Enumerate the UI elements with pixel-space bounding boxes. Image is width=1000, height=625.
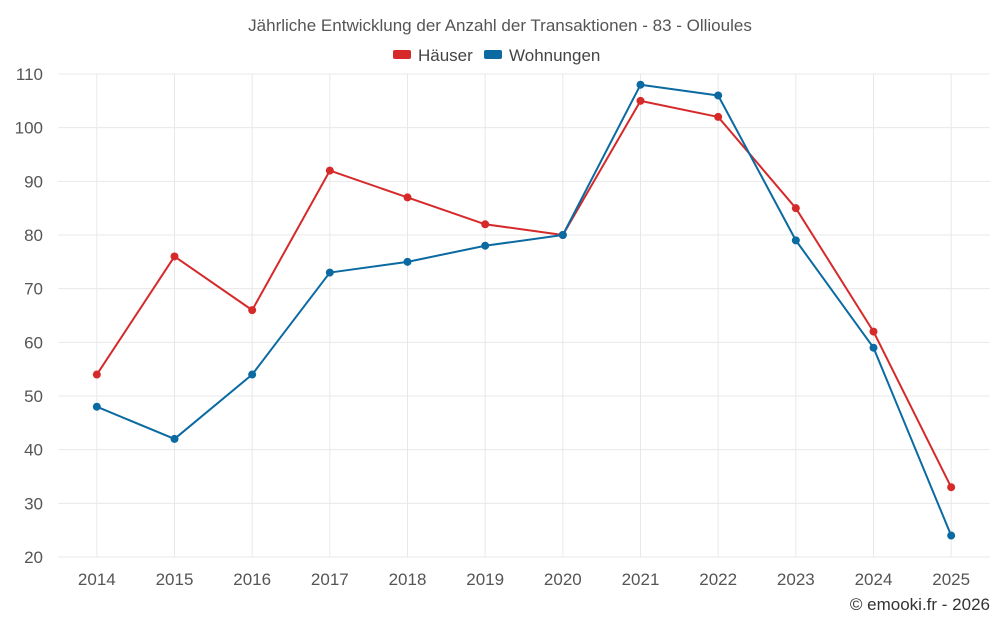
y-tick-label: 70 — [24, 280, 43, 299]
chart-title: Jährliche Entwicklung der Anzahl der Tra… — [248, 16, 752, 35]
legend-swatch-wohnungen — [484, 50, 502, 59]
y-tick-label: 80 — [24, 226, 43, 245]
credit-text: © emooki.fr - 2026 — [850, 595, 990, 614]
data-point-wohnungen[interactable] — [481, 241, 490, 250]
series — [92, 80, 956, 540]
x-tick-label: 2014 — [78, 570, 116, 589]
data-point-haeuser[interactable] — [636, 96, 645, 105]
data-point-haeuser[interactable] — [791, 204, 800, 213]
data-point-haeuser[interactable] — [325, 166, 334, 175]
y-tick-label: 20 — [24, 548, 43, 567]
y-tick-label: 50 — [24, 387, 43, 406]
data-point-haeuser[interactable] — [714, 112, 723, 121]
data-point-wohnungen[interactable] — [791, 236, 800, 245]
grid — [58, 73, 990, 558]
y-tick-label: 90 — [24, 172, 43, 191]
y-tick-label: 60 — [24, 333, 43, 352]
legend-item-haeuser[interactable]: Häuser — [393, 46, 473, 65]
data-point-wohnungen[interactable] — [325, 268, 334, 277]
x-tick-label: 2021 — [622, 570, 660, 589]
y-axis: 20 30 40 50 60 70 80 90 100 110 — [15, 65, 43, 567]
legend-swatch-haeuser — [393, 50, 411, 59]
x-tick-label: 2020 — [544, 570, 582, 589]
data-point-wohnungen[interactable] — [248, 370, 257, 379]
x-tick-label: 2022 — [699, 570, 737, 589]
data-point-haeuser[interactable] — [92, 370, 101, 379]
data-point-wohnungen[interactable] — [714, 91, 723, 100]
data-point-haeuser[interactable] — [869, 327, 878, 336]
data-point-wohnungen[interactable] — [403, 257, 412, 266]
x-tick-label: 2016 — [233, 570, 271, 589]
data-point-wohnungen[interactable] — [947, 531, 956, 540]
legend-label-wohnungen: Wohnungen — [509, 46, 600, 65]
legend-label-haeuser: Häuser — [418, 46, 473, 65]
data-point-wohnungen[interactable] — [92, 402, 101, 411]
data-point-haeuser[interactable] — [947, 483, 956, 492]
y-tick-label: 30 — [24, 494, 43, 513]
x-tick-label: 2018 — [389, 570, 427, 589]
y-tick-label: 100 — [15, 119, 43, 138]
x-tick-label: 2024 — [855, 570, 893, 589]
data-point-haeuser[interactable] — [170, 252, 179, 261]
x-tick-label: 2023 — [777, 570, 815, 589]
data-point-haeuser[interactable] — [403, 193, 412, 202]
data-point-haeuser[interactable] — [481, 220, 490, 229]
data-point-wohnungen[interactable] — [170, 434, 179, 443]
data-point-wohnungen[interactable] — [558, 231, 567, 239]
x-tick-label: 2017 — [311, 570, 349, 589]
x-tick-label: 2019 — [466, 570, 504, 589]
x-tick-label: 2015 — [156, 570, 194, 589]
legend: Häuser Wohnungen — [393, 46, 600, 65]
legend-item-wohnungen[interactable]: Wohnungen — [484, 46, 600, 65]
y-tick-label: 110 — [16, 65, 43, 84]
series-line-haeuser — [95, 99, 953, 488]
series-line-wohnungen — [96, 83, 953, 536]
data-point-wohnungen[interactable] — [636, 80, 645, 89]
y-tick-label: 40 — [24, 441, 43, 460]
x-axis: 2014 2015 2016 2017 2018 2019 2020 2021 2022 2023… — [78, 570, 970, 589]
data-point-wohnungen[interactable] — [869, 343, 878, 352]
x-tick-label: 2025 — [932, 570, 970, 589]
data-point-haeuser[interactable] — [248, 306, 257, 315]
